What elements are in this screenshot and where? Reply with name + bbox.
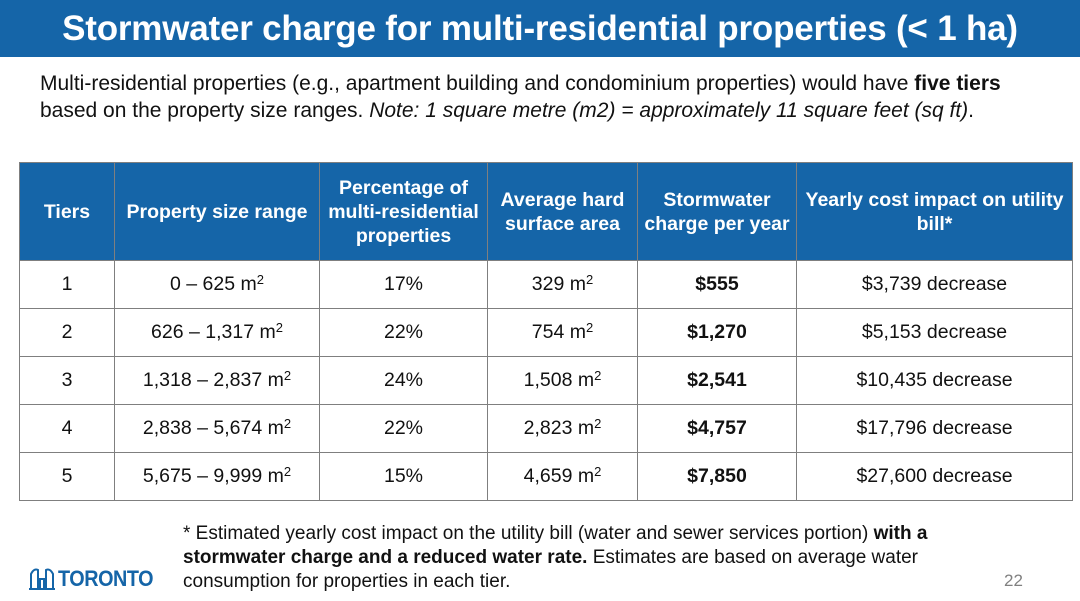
header-yearly-cost-impact: Yearly cost impact on utility bill* xyxy=(796,162,1073,261)
cell-percent: 22% xyxy=(319,404,488,453)
cell-range: 626 – 1,317 m2 xyxy=(114,308,320,357)
header-property-size-range: Property size range xyxy=(114,162,320,261)
cell-charge: $555 xyxy=(637,260,797,309)
header-stormwater-charge: Stormwater charge per year xyxy=(637,162,797,261)
cell-area: 2,823 m2 xyxy=(487,404,638,453)
logo-text: TORONTO xyxy=(58,566,154,591)
slide-title-text: Stormwater charge for multi-residential … xyxy=(62,8,1018,48)
cell-impact: $27,600 decrease xyxy=(796,452,1073,501)
cell-tier: 4 xyxy=(19,404,115,453)
cell-charge: $4,757 xyxy=(637,404,797,453)
intro-end: . xyxy=(968,99,975,122)
cell-range: 2,838 – 5,674 m2 xyxy=(114,404,320,453)
cell-charge: $7,850 xyxy=(637,452,797,501)
table-row: 4 2,838 – 5,674 m2 22% 2,823 m2 $4,757 $… xyxy=(19,404,1073,453)
page-number: 22 xyxy=(1004,571,1023,590)
cell-impact: $10,435 decrease xyxy=(796,356,1073,405)
cell-range: 0 – 625 m2 xyxy=(114,260,320,309)
cell-charge: $2,541 xyxy=(637,356,797,405)
table-row: 1 0 – 625 m2 17% 329 m2 $555 $3,739 decr… xyxy=(19,260,1073,309)
cell-area: 754 m2 xyxy=(487,308,638,357)
cell-percent: 24% xyxy=(319,356,488,405)
cell-area: 1,508 m2 xyxy=(487,356,638,405)
header-percentage: Percentage of multi-residential properti… xyxy=(319,162,488,261)
cell-tier: 2 xyxy=(19,308,115,357)
header-tiers: Tiers xyxy=(19,162,115,261)
city-hall-icon xyxy=(29,568,55,590)
cell-percent: 17% xyxy=(319,260,488,309)
cell-percent: 22% xyxy=(319,308,488,357)
table-row: 2 626 – 1,317 m2 22% 754 m2 $1,270 $5,15… xyxy=(19,308,1073,357)
cell-impact: $3,739 decrease xyxy=(796,260,1073,309)
table-row: 3 1,318 – 2,837 m2 24% 1,508 m2 $2,541 $… xyxy=(19,356,1073,405)
cell-area: 329 m2 xyxy=(487,260,638,309)
cell-tier: 3 xyxy=(19,356,115,405)
footnote-text-2: Estimates are based on average water con… xyxy=(183,547,919,592)
slide-title: Stormwater charge for multi-residential … xyxy=(0,0,1080,57)
toronto-logo: TORONTO xyxy=(29,562,164,590)
cell-area: 4,659 m2 xyxy=(487,452,638,501)
intro-text-2: based on the property size ranges. xyxy=(40,99,370,122)
cell-range: 5,675 – 9,999 m2 xyxy=(114,452,320,501)
footnote-text: * Estimated yearly cost impact on the ut… xyxy=(183,523,874,544)
footnote: * Estimated yearly cost impact on the ut… xyxy=(183,522,1003,594)
header-average-hard-surface: Average hard surface area xyxy=(487,162,638,261)
table-header-row: Tiers Property size range Percentage of … xyxy=(19,162,1073,261)
table-row: 5 5,675 – 9,999 m2 15% 4,659 m2 $7,850 $… xyxy=(19,452,1073,501)
intro-bold: five tiers xyxy=(914,72,1001,95)
footnote-bold: with a stormwater charge and a reduced w… xyxy=(183,523,928,568)
intro-note: Note: 1 square metre (m2) = approximatel… xyxy=(369,99,969,122)
cell-range: 1,318 – 2,837 m2 xyxy=(114,356,320,405)
cell-percent: 15% xyxy=(319,452,488,501)
cell-impact: $17,796 decrease xyxy=(796,404,1073,453)
cell-charge: $1,270 xyxy=(637,308,797,357)
intro-text: Multi-residential properties (e.g., apar… xyxy=(40,72,915,95)
cell-tier: 5 xyxy=(19,452,115,501)
tiers-table: Tiers Property size range Percentage of … xyxy=(19,162,1073,501)
intro-paragraph: Multi-residential properties (e.g., apar… xyxy=(40,70,1050,124)
cell-tier: 1 xyxy=(19,260,115,309)
cell-impact: $5,153 decrease xyxy=(796,308,1073,357)
